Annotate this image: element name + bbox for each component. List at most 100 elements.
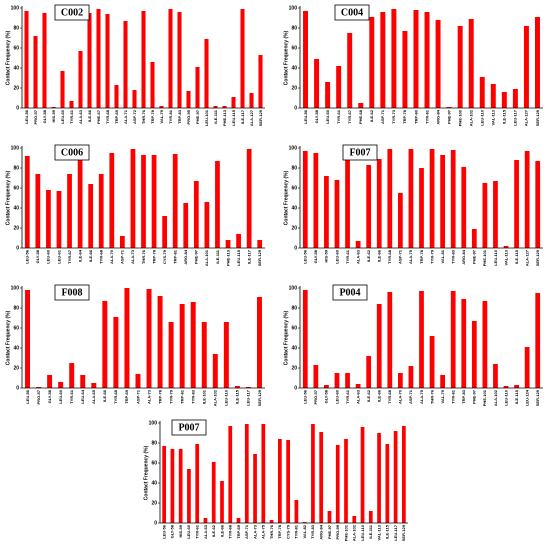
bar <box>429 336 435 388</box>
x-tick-label: LEU-60 <box>58 389 63 404</box>
y-tick-label: 20 <box>13 85 19 91</box>
bar <box>369 17 375 108</box>
bar <box>51 107 56 108</box>
bar <box>376 304 382 388</box>
y-tick-label: 40 <box>291 205 297 211</box>
x-tick-label: TRP-69 <box>114 109 119 124</box>
bar <box>98 174 104 248</box>
x-tick-label: SER-129 <box>257 389 262 406</box>
bar <box>212 354 218 388</box>
bar <box>334 373 340 388</box>
x-tick-label: VAL-113 <box>503 249 508 265</box>
x-tick-label: ILE-66 <box>377 389 382 402</box>
x-tick-label: LEU-110 <box>503 389 508 406</box>
x-tick-label: LEU-110 <box>360 524 365 541</box>
bar <box>501 92 507 108</box>
bar <box>313 153 319 248</box>
y-tick-label: 0 <box>16 105 19 111</box>
bar <box>303 11 309 108</box>
x-tick-label: ILE-115 <box>235 389 240 404</box>
x-tick-label: ASP-71 <box>120 249 125 264</box>
bar <box>461 167 467 248</box>
x-tick-label: TYR-73 <box>391 109 396 124</box>
x-tick-label: ALA-73 <box>146 389 151 404</box>
y-tick-label: 0 <box>154 520 157 526</box>
x-tick-label: ALA-75 <box>419 389 424 404</box>
bar <box>294 500 299 523</box>
bar <box>514 160 519 248</box>
y-tick-label: 100 <box>149 420 158 426</box>
x-tick-label: ALA-102 <box>493 389 498 406</box>
bar <box>187 469 191 523</box>
x-tick-label: ILE-115 <box>502 109 507 124</box>
x-tick-label: ALA-70 <box>109 249 114 264</box>
y-tick-label: 20 <box>13 365 19 371</box>
bar <box>387 292 393 388</box>
bar <box>151 155 157 248</box>
x-tick-label: LEU-110 <box>224 389 229 406</box>
y-tick-label: 100 <box>11 5 20 11</box>
x-tick-label: ILE-111 <box>368 524 373 539</box>
x-tick-label: ALA-101 <box>204 249 209 266</box>
chart-title: C006 <box>61 147 83 158</box>
x-tick-label: LEU-117 <box>513 109 518 126</box>
x-tick-label: GLY-58 <box>324 389 329 403</box>
bar <box>80 375 86 388</box>
chart-title: C004 <box>341 7 363 18</box>
x-tick-label: VAL-81 <box>440 249 445 263</box>
y-tick-label: 60 <box>291 45 297 51</box>
x-tick-label: TRP-78 <box>419 249 424 264</box>
x-tick-label: HIS-59 <box>51 109 56 122</box>
bar <box>256 297 262 388</box>
x-tick-label: TRP-69 <box>124 389 129 404</box>
y-tick-label: 80 <box>13 25 19 31</box>
bar <box>408 366 414 388</box>
bar <box>204 202 210 248</box>
x-tick-label: TRP-78 <box>150 109 155 124</box>
chart-title: C002 <box>61 7 83 18</box>
bar <box>376 159 382 248</box>
bar <box>96 9 101 108</box>
x-tick-label: ILE-62 <box>366 249 371 262</box>
x-tick-label: ILE-66 <box>87 109 92 122</box>
x-tick-label: TRP-81 <box>179 389 184 404</box>
x-tick-label: ASP-71 <box>408 389 413 404</box>
bar <box>471 229 477 248</box>
y-tick-label: 40 <box>13 65 19 71</box>
bar <box>204 39 209 108</box>
x-tick-label: CYS-79 <box>285 524 290 539</box>
bar <box>177 12 182 108</box>
bar <box>220 481 224 523</box>
bar <box>234 386 240 388</box>
x-tick-label: TYR-79 <box>429 249 434 264</box>
x-tick-label: ARG-84 <box>183 249 188 264</box>
x-tick-label: PRO-57 <box>36 389 41 404</box>
x-tick-label: GLY-58 <box>313 249 318 263</box>
y-tick-label: 20 <box>291 365 297 371</box>
bar <box>195 444 200 523</box>
bar <box>170 449 175 523</box>
bar <box>446 107 452 108</box>
x-tick-label: TYR-61 <box>69 109 74 124</box>
x-tick-label: LEU-117 <box>393 524 398 541</box>
bar <box>302 522 307 523</box>
bar <box>124 288 130 388</box>
x-tick-label: LEU-110 <box>493 249 498 266</box>
x-tick-label: ILE-66 <box>219 524 224 537</box>
bar <box>535 293 541 388</box>
x-tick-label: ALA-73 <box>252 524 257 539</box>
x-tick-label: ALA-102 <box>352 524 357 541</box>
bar <box>435 20 441 108</box>
title-box <box>334 4 370 21</box>
bar <box>190 302 196 388</box>
y-axis-label: Contact Frequency (%) <box>283 170 289 225</box>
y-axis-label: Contact Frequency (%) <box>283 310 289 365</box>
bar <box>393 431 398 523</box>
x-tick-label: HIS-59 <box>324 249 329 262</box>
x-tick-label: PRO-95 <box>186 109 191 124</box>
y-tick-label: 80 <box>291 305 297 311</box>
x-tick-label: ILE-117 <box>246 249 251 264</box>
bar <box>102 301 108 388</box>
bar <box>109 153 115 248</box>
x-tick-label: ILE-62 <box>369 109 374 122</box>
